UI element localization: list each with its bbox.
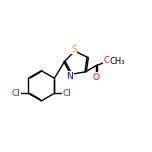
Text: Cl: Cl [62, 89, 71, 98]
Text: Cl: Cl [12, 89, 20, 98]
Text: O: O [93, 73, 100, 82]
Text: S: S [71, 45, 77, 54]
Text: CH₃: CH₃ [110, 57, 125, 66]
Text: O: O [103, 56, 110, 65]
Text: N: N [66, 72, 73, 81]
